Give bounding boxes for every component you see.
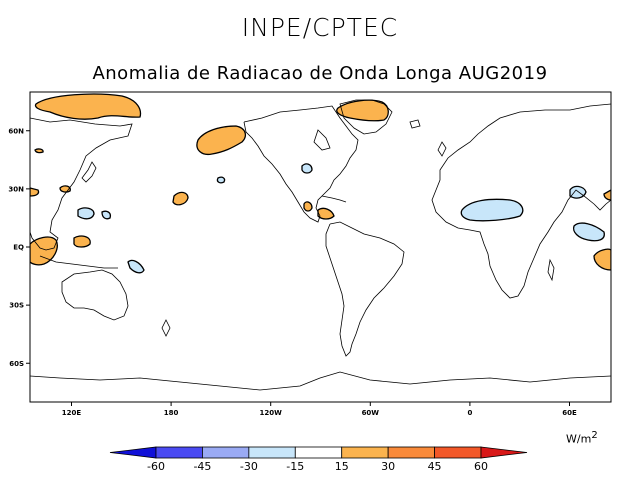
positive-anomaly-indian-ocean [593, 248, 611, 271]
legend-swatch [294, 446, 343, 459]
y-tick-label: 30N [8, 185, 24, 193]
map-subtitle: Anomalia de Radiacao de Onda Longa AUG20… [92, 63, 548, 84]
page-title: INPE/CPTEC [241, 13, 399, 42]
positive-anomaly-small [34, 148, 44, 154]
y-tick-label: 30S [9, 302, 24, 310]
coastline-greenland [339, 99, 393, 135]
y-tick-label: 60N [8, 127, 24, 135]
axis-ticks: 120E 180 120W 60W 0 60E 60N 30N EQ 30S 60S [8, 127, 577, 417]
legend-label: 60 [474, 460, 488, 473]
coastline-madagascar [547, 258, 555, 282]
x-tick-label: 60W [362, 409, 380, 417]
coastlines [30, 99, 611, 391]
positive-anomaly-mexico [303, 201, 313, 212]
positive-anomaly-regions [30, 93, 611, 271]
legend-swatch [387, 446, 435, 459]
coastline-north-america [243, 105, 359, 223]
legend-label: 45 [428, 460, 442, 473]
positive-anomaly-siberia [34, 93, 142, 120]
coastline-new-zealand [161, 319, 171, 337]
legend-swatch [248, 446, 296, 459]
negative-anomaly-sahel [460, 198, 524, 222]
positive-anomaly-philippines [73, 235, 91, 248]
positive-anomaly-japan [30, 187, 40, 197]
negative-anomaly-philippine-sea [101, 210, 112, 220]
color-legend: -60 -45 -30 -15 15 30 45 60 [109, 446, 528, 473]
positive-anomaly-central-america [317, 207, 335, 220]
x-tick-label: 120W [260, 409, 283, 417]
legend-label: 15 [335, 460, 349, 473]
legend-arrow-low [109, 446, 157, 459]
coastline-hudson [313, 129, 331, 151]
negative-anomaly-south-china-sea [77, 207, 95, 220]
negative-anomaly-arabian-sea [569, 185, 587, 199]
negative-anomaly-gulf [301, 163, 313, 174]
legend-swatch [155, 446, 203, 459]
negative-anomaly-regions [77, 163, 605, 274]
x-tick-label: 120E [62, 409, 82, 417]
positive-anomaly-arabia [603, 189, 611, 201]
positive-anomaly-alaska [196, 125, 247, 156]
legend-label: -60 [147, 460, 165, 473]
y-tick-label: 60S [9, 360, 24, 368]
legend-label: 30 [381, 460, 395, 473]
coastline-indonesia [39, 255, 118, 269]
coastline-south-america [325, 221, 405, 357]
legend-swatch [202, 446, 250, 459]
coastline-uk [437, 141, 447, 157]
legend-swatch [341, 446, 389, 459]
x-tick-label: 60E [562, 409, 577, 417]
coastline-eurasia [30, 117, 133, 251]
x-tick-label: 180 [164, 409, 179, 417]
coastline-australia [61, 269, 129, 321]
units-text: W/m [566, 432, 592, 446]
coastline-europe-africa [431, 103, 611, 299]
coastline-japan [81, 161, 97, 183]
coastline-iceland [409, 119, 421, 129]
x-tick-label: 0 [467, 409, 472, 417]
negative-anomaly-pacific-n [216, 176, 226, 184]
negative-anomaly-new-guinea [127, 259, 145, 274]
y-tick-label: EQ [13, 244, 24, 252]
positive-anomaly-pacific [172, 191, 189, 206]
coastline-antarctica [30, 371, 611, 391]
units-exponent: 2 [591, 430, 598, 441]
legend-label: -15 [286, 460, 304, 473]
legend-label: -45 [193, 460, 211, 473]
units-label: W/m2 [566, 430, 598, 446]
legend-arrow-high [480, 446, 528, 459]
legend-swatch [434, 446, 482, 459]
legend-label: -30 [240, 460, 258, 473]
coastline-caribbean [321, 195, 347, 203]
negative-anomaly-bay-bengal [572, 222, 605, 242]
